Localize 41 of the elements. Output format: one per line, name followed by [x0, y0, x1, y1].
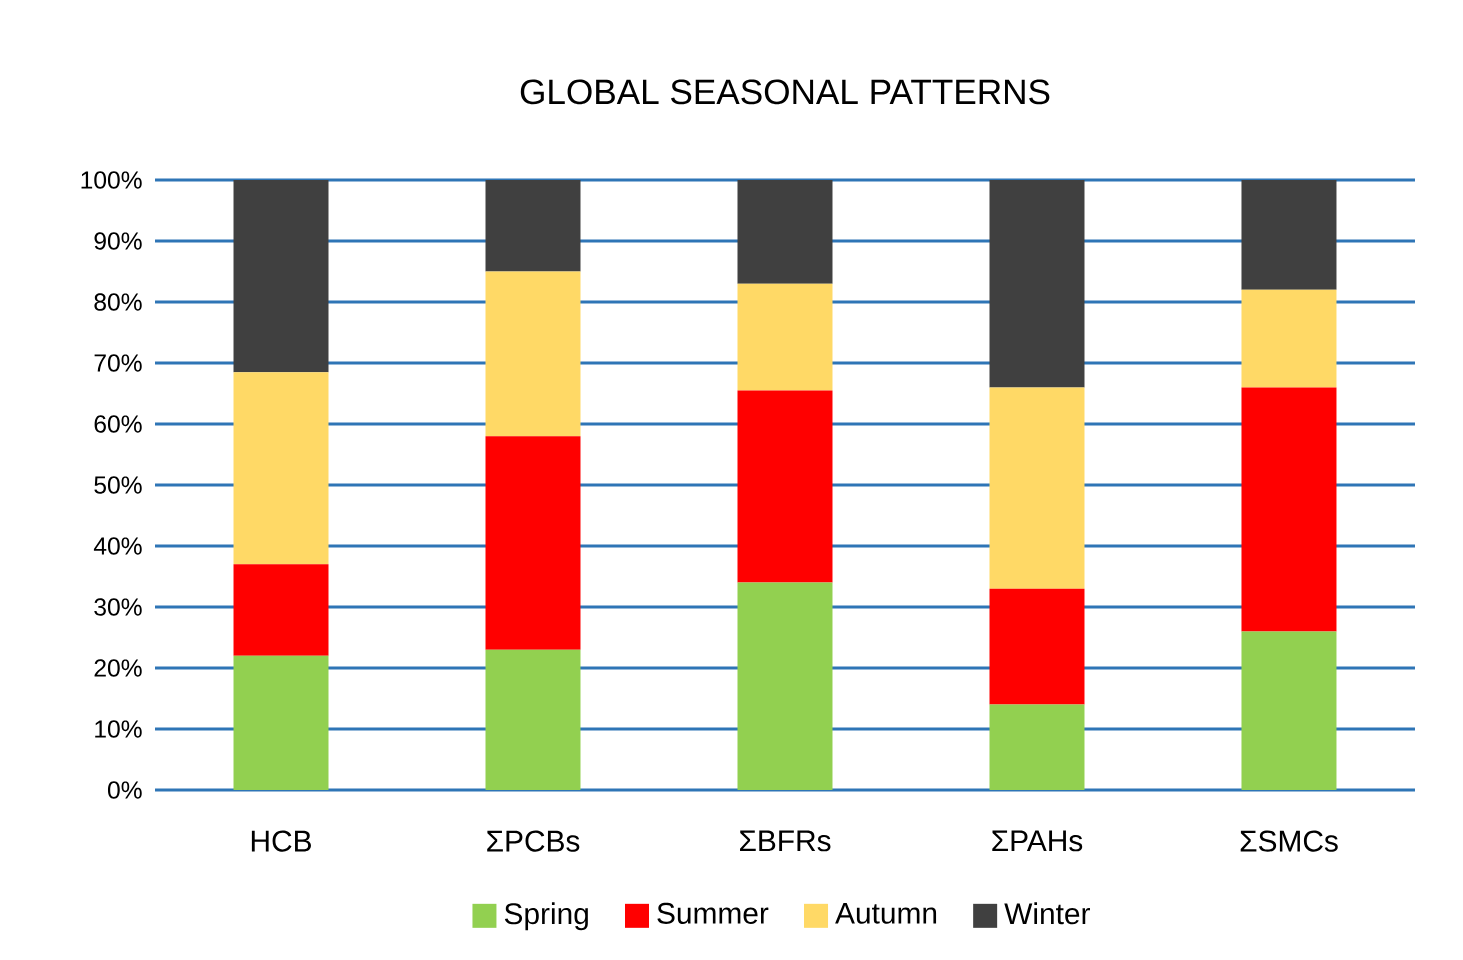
x-tick-label: ΣPAHs	[992, 830, 1083, 852]
y-tick-label: 90%	[94, 232, 142, 250]
y-tick-label: 10%	[95, 720, 142, 738]
y-tick-label: 70%	[94, 354, 142, 372]
bar	[485, 271, 581, 437]
bar	[233, 655, 329, 790]
bar	[485, 180, 581, 272]
bar	[1241, 387, 1337, 632]
bar	[737, 582, 833, 790]
bar	[233, 180, 329, 373]
legend-label: Summer	[657, 902, 769, 924]
y-tick-label: 80%	[94, 293, 142, 311]
bar	[1241, 631, 1337, 790]
legend-label: Autumn	[835, 902, 937, 924]
legend-label: Winter	[1004, 902, 1090, 925]
bar	[989, 180, 1085, 388]
y-tick-label: 40%	[93, 537, 142, 555]
x-tick-label: HCB	[251, 830, 311, 852]
bar	[485, 649, 581, 790]
bar	[737, 283, 833, 391]
bar	[989, 387, 1085, 589]
x-tick-label: ΣSMCs	[1240, 830, 1338, 852]
bar	[1241, 180, 1337, 290]
chart-title: GLOBAL SEASONAL PATTERNS	[520, 79, 1050, 105]
bar	[233, 564, 329, 656]
y-tick-label: 30%	[94, 598, 142, 616]
x-tick-label: ΣPCBs	[487, 830, 580, 852]
y-tick-label: 20%	[94, 659, 142, 677]
legend-label: Spring	[504, 902, 588, 931]
y-tick-label: 50%	[94, 476, 142, 494]
x-tick-label: ΣBFRs	[740, 830, 831, 852]
bar	[485, 436, 581, 650]
y-tick-label: 100%	[81, 171, 142, 189]
bar	[737, 180, 833, 284]
bar	[989, 588, 1085, 705]
y-tick-label: 0%	[107, 781, 142, 799]
bar	[737, 390, 833, 583]
y-tick-label: 60%	[94, 415, 142, 433]
bar	[1241, 289, 1337, 388]
bar	[989, 704, 1085, 790]
bar	[233, 372, 329, 565]
